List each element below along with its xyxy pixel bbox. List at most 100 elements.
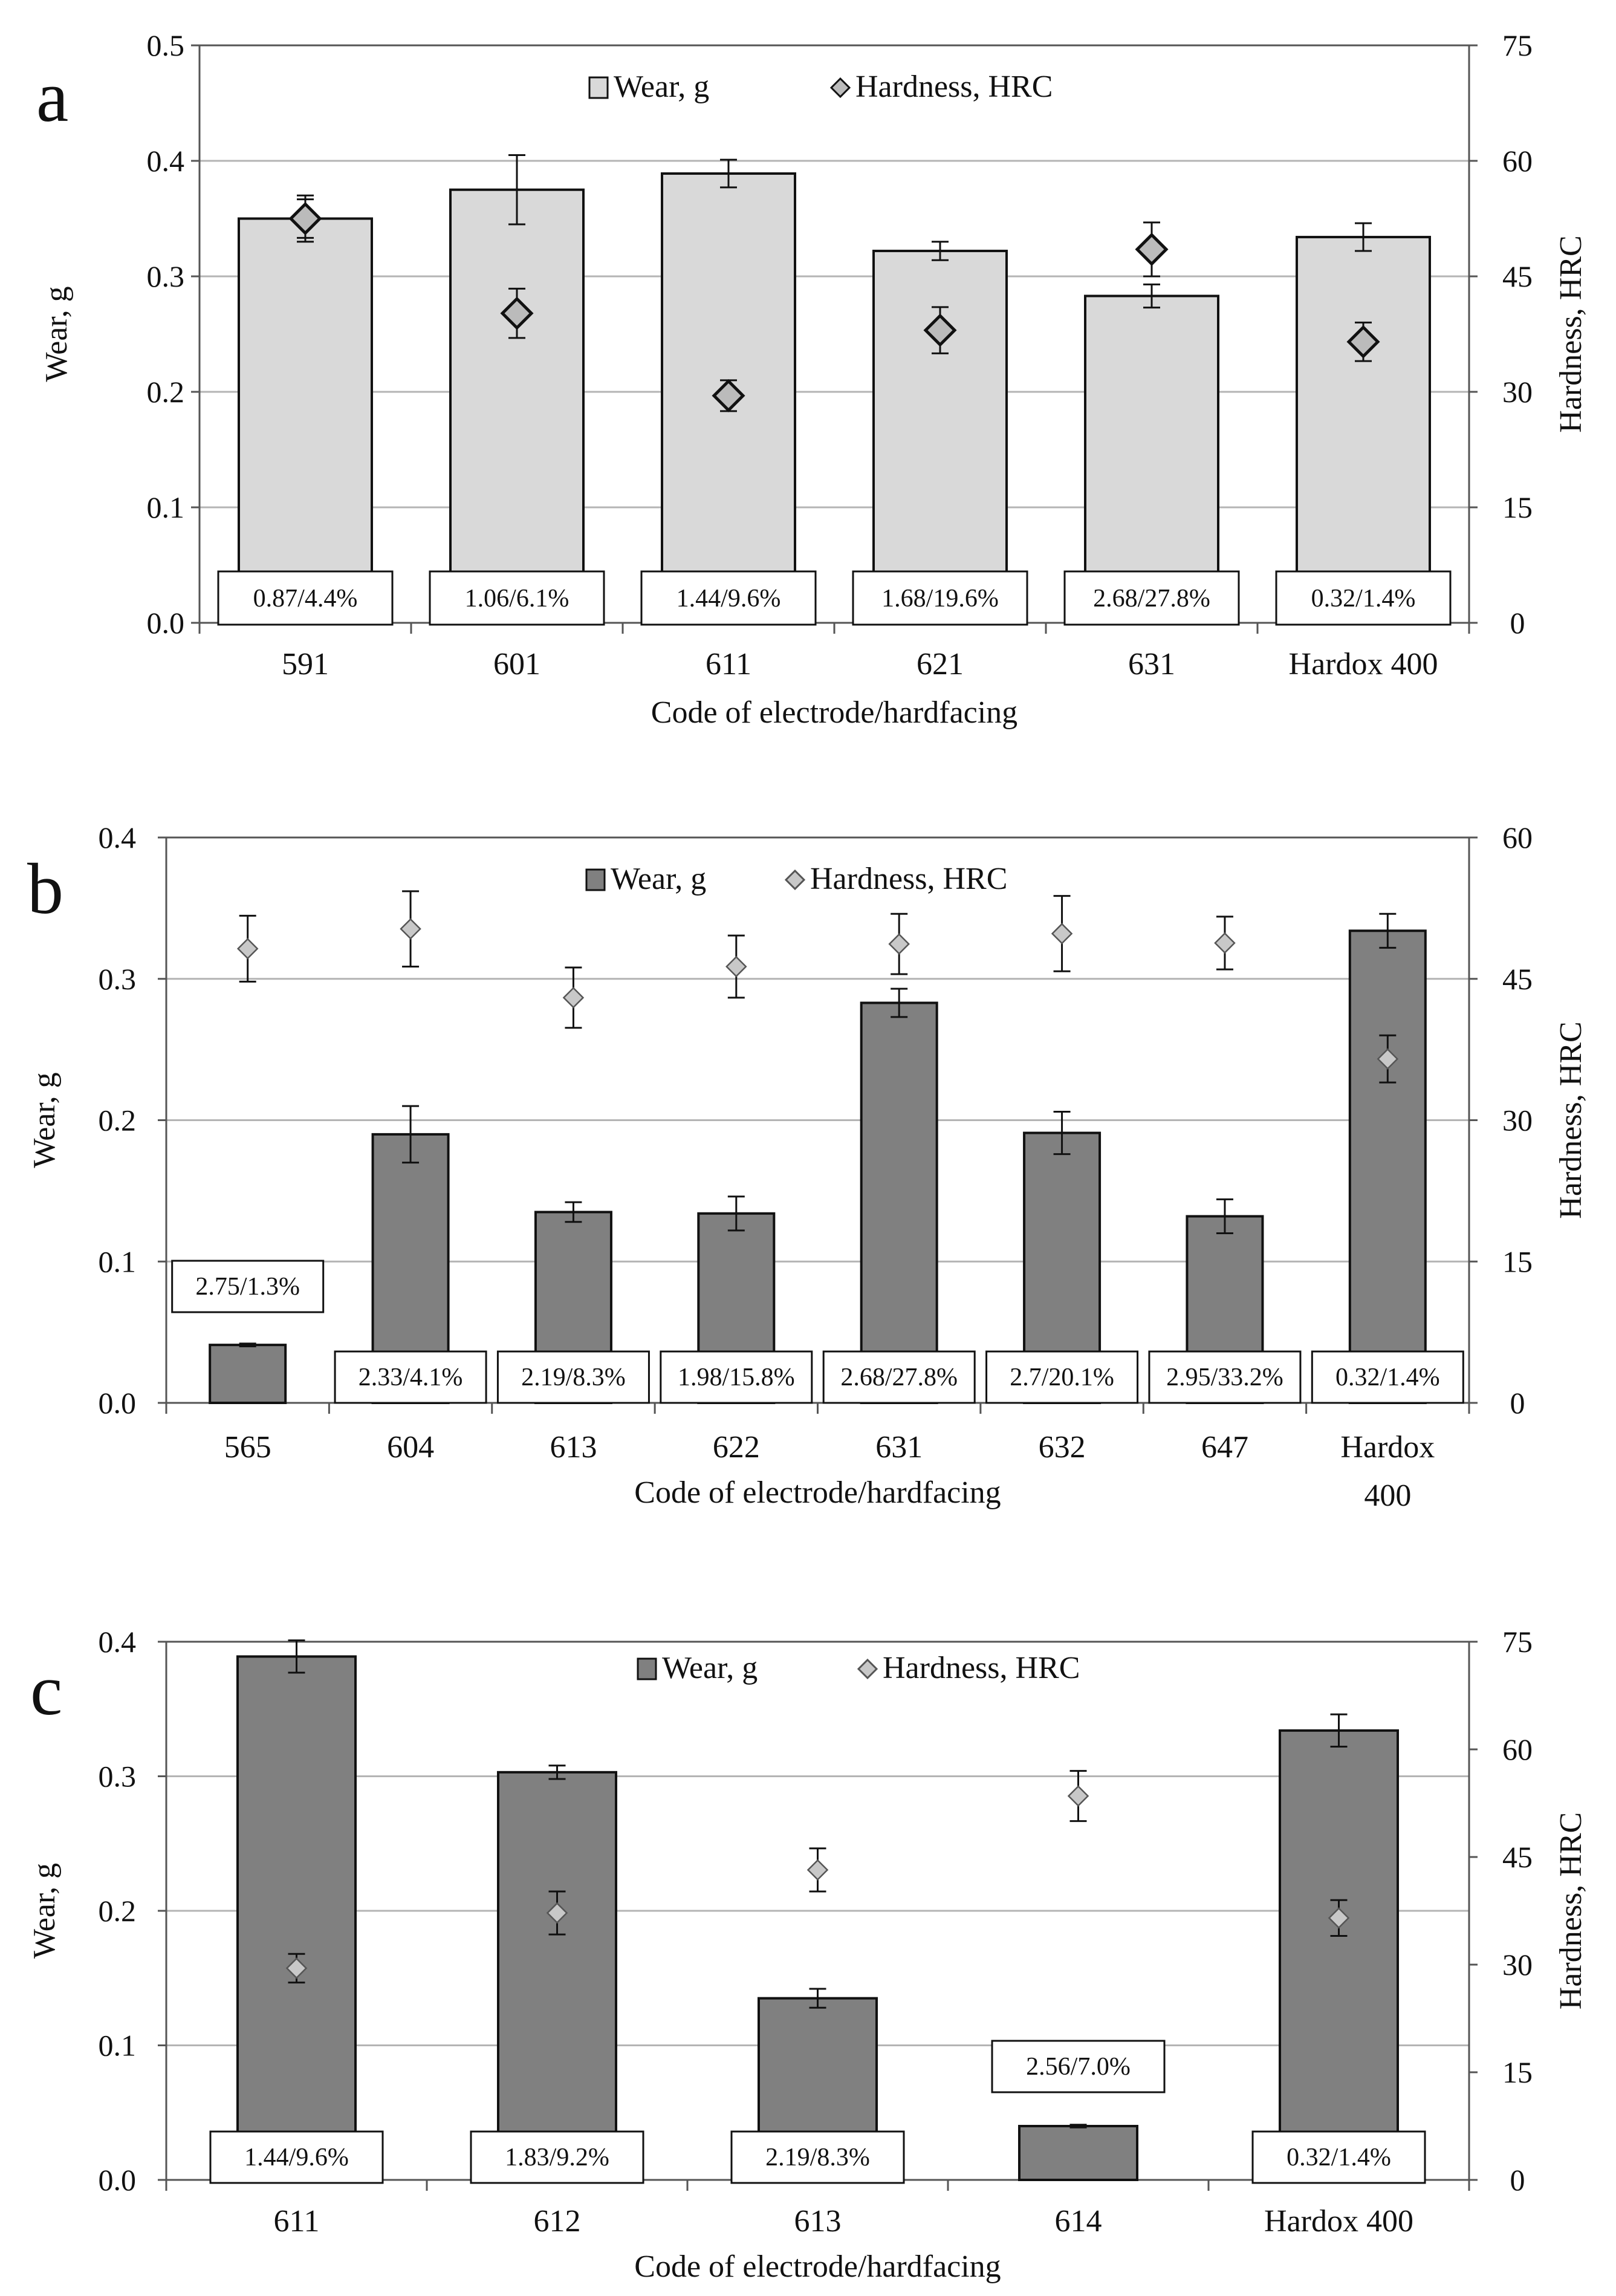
value-label-box <box>822 1350 976 1404</box>
legend-label-wear: Wear, g <box>614 70 709 104</box>
value-label: 2.68/27.8% <box>1093 585 1210 613</box>
x-category-label-line: Hardox <box>1340 1430 1435 1465</box>
value-label-box <box>1063 570 1240 626</box>
x-category-label: Hardox 400 <box>1340 1430 1435 1513</box>
value-label: 2.7/20.1% <box>1010 1364 1114 1391</box>
x-category-label: 612 <box>534 2204 581 2239</box>
y2-tick-label: 45 <box>1502 962 1533 996</box>
y2-axis-title: Hardness, HRC <box>1554 1812 1588 2009</box>
legend-label-wear: Wear, g <box>662 1651 758 1685</box>
value-label: 2.68/27.8% <box>840 1364 958 1391</box>
x-axis-title: Code of electrode/hardfacing <box>634 2249 1001 2284</box>
chart-panel-c: 1.44/9.6% 1.83/9.2% 2.19/8.3% 2.56/7.0% 0.32… <box>27 1625 1588 2284</box>
x-axis-title: Code of electrode/hardfacing <box>651 695 1017 730</box>
chart-panel-b: 2.75/1.3% 2.33/4.1% 2.19/8.3% 1.98/15.8% 2.6… <box>27 821 1588 1513</box>
y-tick-label: 0.4 <box>99 821 137 854</box>
value-label-box <box>1251 2130 1426 2184</box>
x-category-label: 613 <box>794 2204 842 2239</box>
value-label-box <box>171 1260 325 1313</box>
value-label: 2.56/7.0% <box>1026 2053 1131 2081</box>
value-label: 2.19/8.3% <box>765 2144 870 2171</box>
value-label: 0.32/1.4% <box>1287 2144 1391 2171</box>
x-category-label: 611 <box>706 647 751 681</box>
x-category-label: 565 <box>224 1430 271 1465</box>
legend-label-wear: Wear, g <box>611 862 706 896</box>
bar-wear <box>860 1001 938 1405</box>
y2-tick-label: 45 <box>1502 259 1533 293</box>
y-tick-label: 0.4 <box>99 1625 137 1659</box>
y-tick-label: 0.2 <box>99 1104 137 1137</box>
point-hardness <box>806 1859 829 1881</box>
y-tick-label: 0.1 <box>147 490 185 524</box>
x-category-label: 591 <box>282 647 329 681</box>
y2-tick-label: 60 <box>1502 1732 1533 1766</box>
y2-tick-label: 30 <box>1502 1104 1533 1137</box>
value-label-box <box>985 1350 1139 1404</box>
y-tick-label: 0.1 <box>99 2029 137 2063</box>
point-hardness <box>546 1902 568 1924</box>
panel-letter: a <box>36 56 68 137</box>
legend-marker-hardness <box>784 869 806 891</box>
x-category-label: 631 <box>875 1430 923 1465</box>
legend-swatch-wear <box>637 1657 657 1680</box>
value-label: 0.87/4.4% <box>253 585 358 613</box>
y-tick-label: 0.3 <box>99 1760 137 1794</box>
bar-wear <box>209 1344 287 1405</box>
y2-tick-label: 60 <box>1502 144 1533 178</box>
legend-marker-hardness <box>829 77 851 99</box>
value-label: 0.32/1.4% <box>1311 585 1416 613</box>
y-axis-title: Wear, g <box>27 1863 62 1959</box>
y2-axis-title: Hardness, HRC <box>1554 235 1588 432</box>
point-hardness <box>923 313 957 347</box>
y-tick-label: 0.3 <box>147 259 185 293</box>
x-category-label-line: 400 <box>1364 1478 1411 1513</box>
bar-wear <box>1296 236 1431 624</box>
value-label: 1.83/9.2% <box>505 2144 609 2171</box>
point-hardness <box>888 933 910 955</box>
bar-wear <box>497 1771 617 2181</box>
panel-letter: b <box>27 848 63 929</box>
plot-frame <box>198 44 1470 624</box>
point-hardness <box>1328 1907 1350 1929</box>
value-label-box <box>1148 1350 1302 1404</box>
point-hardness <box>285 1957 308 1979</box>
value-label: 2.19/8.3% <box>521 1364 626 1391</box>
legend-label-hardness: Hardness, HRC <box>883 1651 1080 1685</box>
x-category-label: 613 <box>550 1430 597 1465</box>
point-hardness <box>236 938 259 960</box>
value-label-box <box>209 2130 384 2184</box>
value-label: 1.44/9.6% <box>244 2144 349 2171</box>
point-hardness <box>500 296 534 330</box>
value-label-box <box>852 570 1028 626</box>
chart-panel-a: 0.87/4.4% 1.06/6.1% 1.44/9.6% 1.68/19.6% 2.6… <box>36 28 1588 730</box>
y2-tick-label: 0 <box>1510 2163 1525 2197</box>
x-category-label: 611 <box>273 2204 319 2239</box>
legend-swatch-wear <box>585 868 606 891</box>
x-category-label: Hardox 400 <box>1264 2204 1413 2239</box>
panel-letter: c <box>30 1650 62 1730</box>
value-label: 1.68/19.6% <box>881 585 999 613</box>
x-category-label: 614 <box>1055 2204 1102 2239</box>
value-label: 2.75/1.3% <box>195 1273 300 1301</box>
x-category-label: 621 <box>917 647 964 681</box>
point-hardness <box>1051 923 1073 945</box>
value-label-box <box>429 570 605 626</box>
legend-label-hardness: Hardness, HRC <box>810 862 1007 896</box>
y2-tick-label: 75 <box>1502 1625 1533 1659</box>
point-hardness <box>562 987 585 1009</box>
x-category-label: 631 <box>1128 647 1175 681</box>
legend-marker-hardness <box>857 1658 878 1680</box>
y-axis-title: Wear, g <box>39 286 74 382</box>
x-axis-title: Code of electrode/hardfacing <box>634 1475 1001 1510</box>
value-label-box <box>217 570 394 626</box>
value-label-box <box>1275 570 1452 626</box>
y-tick-label: 0.2 <box>147 375 185 409</box>
x-category-label: 622 <box>713 1430 760 1465</box>
y-axis-title: Wear, g <box>27 1072 62 1168</box>
legend-label-hardness: Hardness, HRC <box>855 70 1053 104</box>
value-label-box <box>991 2040 1166 2093</box>
y2-axis-title: Hardness, HRC <box>1554 1021 1588 1218</box>
x-category-label: 632 <box>1039 1430 1086 1465</box>
x-category-label: 601 <box>493 647 540 681</box>
